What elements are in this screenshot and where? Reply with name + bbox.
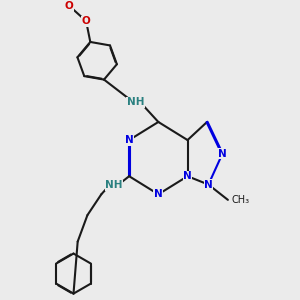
Text: N: N xyxy=(154,189,163,199)
Text: O: O xyxy=(82,16,91,26)
Text: N: N xyxy=(204,180,213,190)
Text: N: N xyxy=(218,149,227,159)
Text: NH: NH xyxy=(105,180,123,190)
Text: O: O xyxy=(64,2,73,11)
Text: N: N xyxy=(183,171,192,181)
Text: NH: NH xyxy=(127,97,144,107)
Text: CH₃: CH₃ xyxy=(231,195,249,205)
Text: N: N xyxy=(125,135,134,145)
